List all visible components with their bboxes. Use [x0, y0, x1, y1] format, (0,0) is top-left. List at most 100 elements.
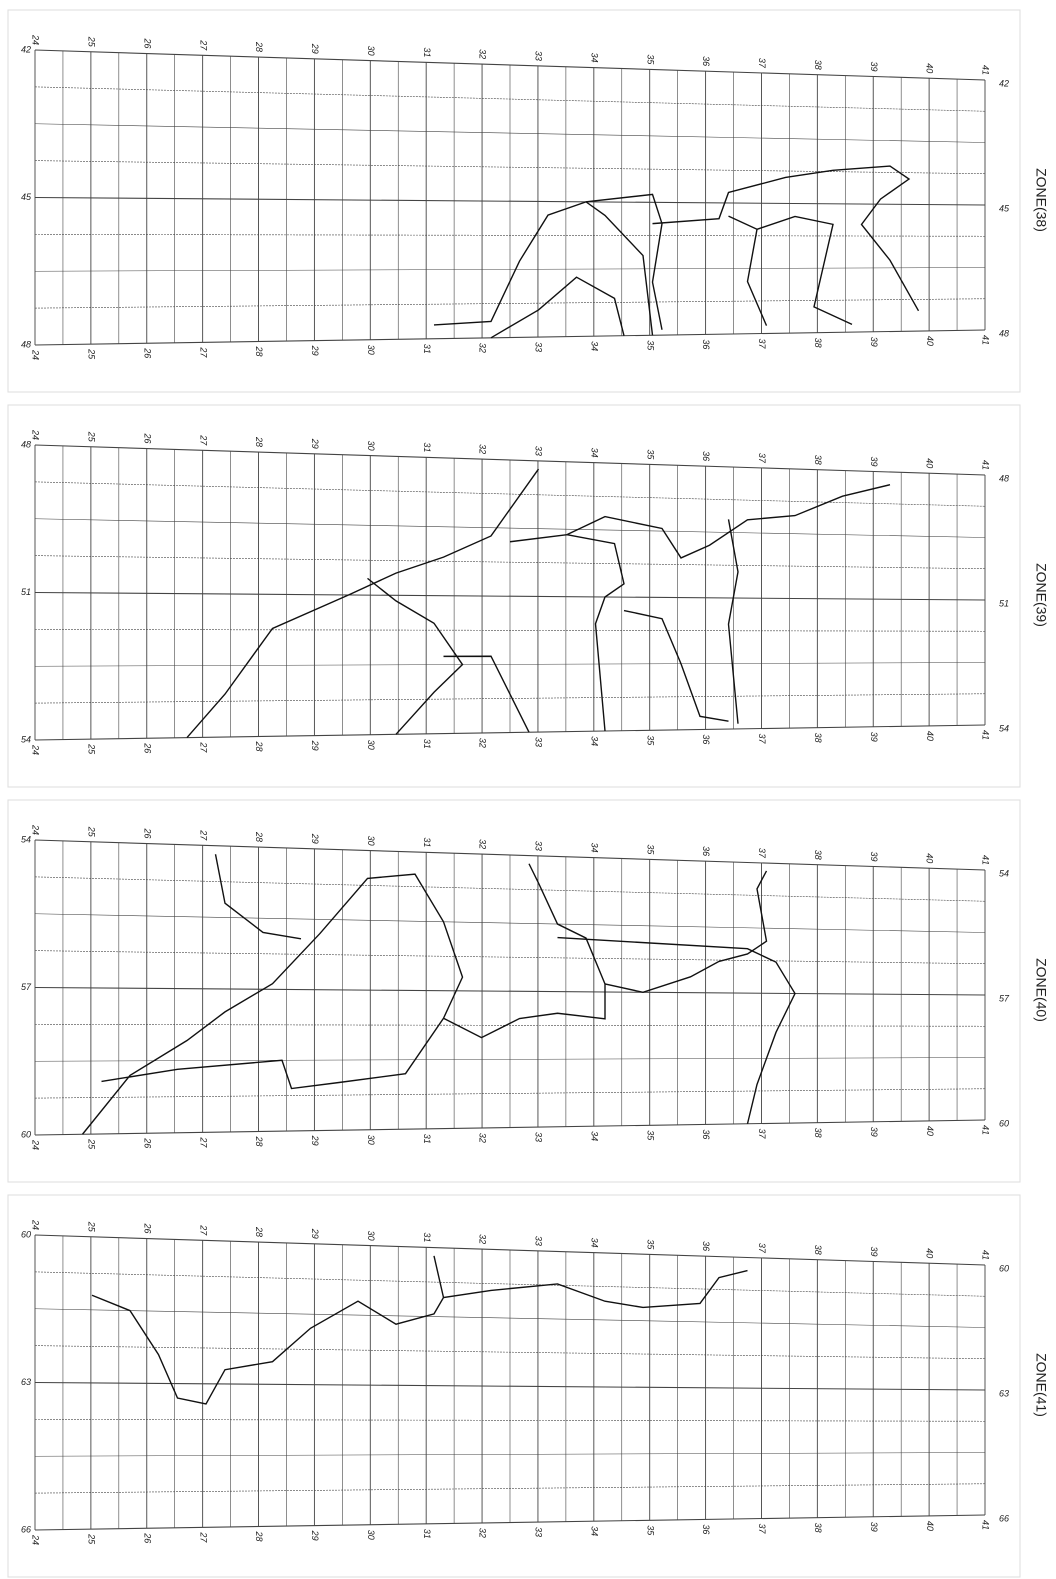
top-longitude-label: 36	[701, 1241, 711, 1251]
top-longitude-label: 27	[198, 829, 208, 841]
bottom-longitude-label: 38	[813, 1523, 823, 1533]
bottom-longitude-label: 40	[925, 1126, 935, 1136]
bottom-longitude-label: 30	[366, 345, 376, 355]
boundary-line	[509, 533, 625, 732]
bottom-longitude-label: 25	[87, 743, 97, 755]
top-longitude-label: 24	[31, 824, 41, 835]
top-longitude-label: 27	[198, 39, 208, 51]
bottom-longitude-label: 25	[87, 1138, 97, 1150]
bottom-longitude-label: 38	[813, 1128, 823, 1138]
top-longitude-label: 34	[589, 1238, 599, 1248]
bottom-longitude-label: 41	[981, 730, 991, 740]
top-longitude-label: 34	[589, 53, 599, 63]
bottom-longitude-label: 37	[757, 1524, 767, 1535]
bottom-longitude-label: 38	[813, 338, 823, 348]
parallel-line	[34, 1381, 986, 1391]
top-longitude-label: 31	[422, 47, 432, 57]
bottom-longitude-label: 27	[198, 346, 208, 358]
bottom-longitude-label: 40	[925, 731, 935, 741]
left-latitude-label: 57	[21, 982, 32, 992]
left-latitude-label: 54	[21, 834, 31, 844]
bottom-longitude-label: 26	[142, 1532, 152, 1543]
parallel-line	[34, 444, 986, 476]
top-longitude-label: 39	[869, 851, 879, 861]
bottom-longitude-label: 30	[366, 740, 376, 750]
top-longitude-label: 24	[31, 34, 41, 45]
bottom-longitude-label: 39	[869, 1127, 879, 1137]
top-longitude-label: 30	[366, 46, 376, 56]
top-longitude-label: 29	[310, 1228, 320, 1239]
boundary-line	[433, 201, 654, 336]
zone-label: ZONE(40)	[1033, 958, 1049, 1022]
bottom-longitude-label: 39	[869, 337, 879, 347]
top-longitude-label: 24	[31, 429, 41, 440]
zone-label: ZONE(41)	[1033, 1353, 1049, 1417]
top-longitude-label: 40	[925, 853, 935, 863]
left-latitude-label: 42	[21, 44, 31, 54]
top-longitude-label: 25	[87, 431, 97, 443]
parallel-line	[34, 329, 986, 346]
boundary-line	[490, 276, 625, 339]
zone-panel: 24 25 26 27 28 29 30 31 32 33 34 35 36 37 38 39 40 41 24 25…	[7, 799, 1049, 1183]
bottom-longitude-label: 35	[645, 1130, 655, 1141]
parallel-line	[34, 876, 986, 902]
right-latitude-label: 45	[999, 203, 1010, 213]
right-latitude-label: 54	[999, 723, 1009, 733]
parallel-line	[34, 298, 986, 309]
parallel-line	[34, 913, 986, 933]
bottom-longitude-label: 24	[31, 1139, 41, 1150]
top-longitude-label: 39	[869, 61, 879, 71]
right-latitude-label: 63	[999, 1388, 1009, 1398]
right-latitude-label: 48	[999, 328, 1009, 338]
right-latitude-label: 42	[999, 78, 1009, 88]
top-longitude-label: 35	[645, 844, 655, 855]
right-latitude-label: 60	[999, 1263, 1009, 1273]
bottom-longitude-label: 34	[589, 341, 599, 351]
bottom-longitude-label: 35	[645, 735, 655, 746]
top-longitude-label: 26	[142, 828, 152, 839]
left-latitude-label: 66	[21, 1524, 31, 1534]
top-longitude-label: 29	[310, 43, 320, 54]
top-longitude-label: 36	[701, 451, 711, 461]
top-longitude-label: 26	[142, 38, 152, 49]
bottom-longitude-label: 32	[478, 1133, 488, 1143]
top-longitude-label: 38	[813, 455, 823, 465]
bottom-longitude-label: 36	[701, 1524, 711, 1534]
top-longitude-label: 38	[813, 1245, 823, 1255]
bottom-longitude-label: 35	[645, 340, 655, 351]
top-longitude-label: 36	[701, 56, 711, 66]
parallel-line	[34, 518, 986, 538]
top-longitude-label: 28	[254, 831, 264, 842]
bottom-longitude-label: 39	[869, 732, 879, 742]
panel-frame	[7, 9, 1021, 393]
top-longitude-label: 28	[254, 41, 264, 52]
top-longitude-label: 38	[813, 60, 823, 70]
bottom-longitude-label: 31	[422, 1134, 432, 1144]
parallel-line	[34, 555, 986, 570]
parallel-line	[34, 1271, 986, 1297]
top-longitude-label: 32	[478, 839, 488, 849]
bottom-longitude-label: 32	[478, 343, 488, 353]
top-longitude-label: 32	[478, 49, 488, 59]
left-latitude-label: 51	[21, 587, 31, 597]
top-longitude-label: 31	[422, 837, 432, 847]
bottom-longitude-label: 26	[142, 1137, 152, 1148]
top-longitude-label: 41	[981, 460, 991, 470]
top-longitude-label: 25	[87, 826, 97, 838]
panel-frame	[7, 799, 1021, 1183]
top-longitude-label: 37	[757, 453, 767, 464]
top-longitude-label: 31	[422, 442, 432, 452]
parallel-line	[34, 160, 986, 175]
top-longitude-label: 38	[813, 850, 823, 860]
parallel-line	[34, 196, 986, 206]
bottom-longitude-label: 37	[757, 734, 767, 745]
zone-panel: 24 25 26 27 28 29 30 31 32 33 34 35 36 37 38 39 40 41 24 25…	[7, 404, 1049, 788]
right-latitude-label: 60	[999, 1118, 1009, 1128]
parallel-line	[34, 86, 986, 112]
top-longitude-label: 33	[534, 51, 544, 61]
parallel-line	[34, 1024, 986, 1027]
parallel-line	[34, 1419, 986, 1422]
top-longitude-label: 27	[198, 1224, 208, 1236]
zone-panel: 24 25 26 27 28 29 30 31 32 33 34 35 36 37 38 39 40 41 24 25…	[7, 9, 1049, 393]
top-longitude-label: 29	[310, 438, 320, 449]
